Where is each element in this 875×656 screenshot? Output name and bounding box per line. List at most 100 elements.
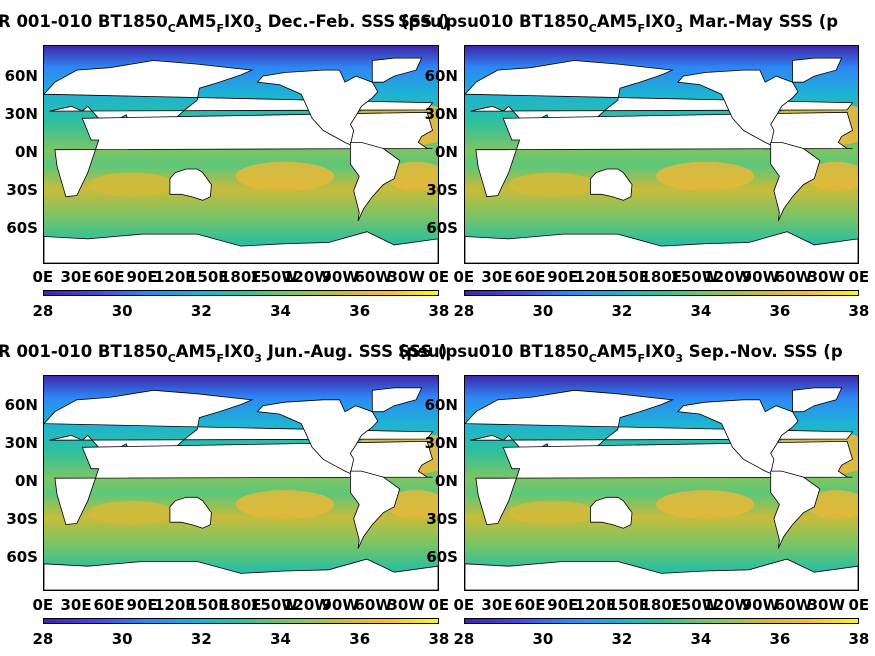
landmass bbox=[677, 69, 799, 146]
lon-label: 120W bbox=[703, 268, 752, 286]
colorbar-tick: 30 bbox=[111, 630, 133, 648]
landmass bbox=[677, 399, 799, 475]
lat-label: 60N bbox=[424, 396, 458, 414]
landmass bbox=[350, 470, 401, 549]
lat-label: 30N bbox=[424, 434, 458, 452]
lat-label: 0N bbox=[15, 472, 38, 490]
landmass bbox=[792, 57, 843, 83]
colorbar bbox=[43, 290, 439, 296]
lon-label: 30E bbox=[60, 596, 92, 614]
lon-label: 60E bbox=[514, 596, 546, 614]
lat-label: 60S bbox=[426, 548, 458, 566]
lat-label: 60S bbox=[426, 219, 458, 237]
lon-label: 180E bbox=[220, 596, 262, 614]
lon-label: 0E bbox=[32, 268, 54, 286]
colorbar-tick: 36 bbox=[349, 302, 371, 320]
lat-label: 30S bbox=[6, 181, 38, 199]
lon-label: 30E bbox=[481, 268, 513, 286]
lon-label: 60W bbox=[774, 268, 813, 286]
lon-label: 90W bbox=[321, 268, 359, 286]
salinity-map bbox=[465, 46, 858, 263]
salinity-map bbox=[44, 46, 438, 263]
lon-label: 30W bbox=[807, 596, 845, 614]
salinity-blob bbox=[508, 500, 596, 525]
lon-label: 150E bbox=[187, 596, 229, 614]
colorbar-tick: 36 bbox=[769, 302, 791, 320]
landmass bbox=[256, 69, 379, 146]
lon-label: 30W bbox=[387, 268, 425, 286]
landmass bbox=[169, 496, 212, 529]
lon-label: 120E bbox=[574, 596, 617, 614]
lat-label: 60N bbox=[4, 67, 38, 85]
lat-label: 0N bbox=[15, 143, 38, 161]
lon-label: 180E bbox=[220, 268, 262, 286]
lon-label: 120W bbox=[703, 596, 752, 614]
salinity-blob bbox=[235, 490, 335, 519]
map-frame bbox=[464, 375, 859, 591]
lon-label: 150W bbox=[250, 268, 298, 286]
lon-label: 120E bbox=[154, 268, 196, 286]
lat-label: 30N bbox=[4, 434, 38, 452]
colorbar-tick: 38 bbox=[428, 302, 450, 320]
landmass bbox=[371, 387, 423, 413]
lon-label: 150E bbox=[607, 596, 650, 614]
lon-label: 0E bbox=[428, 596, 450, 614]
lat-label: 0N bbox=[435, 143, 458, 161]
lon-label: 30E bbox=[60, 268, 92, 286]
salinity-blob bbox=[656, 490, 755, 519]
colorbar-tick: 34 bbox=[270, 302, 291, 320]
lon-label: 90E bbox=[547, 596, 579, 614]
map-frame bbox=[464, 45, 859, 264]
lon-label: 0E bbox=[848, 268, 870, 286]
colorbar-tick: 34 bbox=[270, 630, 291, 648]
colorbar bbox=[464, 290, 859, 296]
colorbar-tick: 38 bbox=[848, 302, 870, 320]
lon-label: 0E bbox=[32, 596, 54, 614]
salinity-blob bbox=[805, 161, 858, 191]
lon-label: 120W bbox=[283, 268, 331, 286]
salinity-blob bbox=[87, 172, 176, 197]
lon-label: 0E bbox=[453, 268, 475, 286]
lon-label: 150E bbox=[187, 268, 229, 286]
landmass bbox=[590, 496, 633, 529]
lon-label: 150W bbox=[670, 596, 719, 614]
lat-label: 60N bbox=[424, 67, 458, 85]
colorbar-tick: 32 bbox=[611, 630, 633, 648]
colorbar-tick: 32 bbox=[190, 630, 212, 648]
landmass bbox=[465, 231, 858, 263]
lat-label: 60N bbox=[4, 396, 38, 414]
salinity-blob bbox=[805, 490, 858, 519]
salinity-blob bbox=[235, 161, 335, 191]
lon-label: 90E bbox=[547, 268, 579, 286]
colorbar-tick: 30 bbox=[111, 302, 133, 320]
lon-label: 30E bbox=[481, 596, 513, 614]
lat-label: 30S bbox=[426, 181, 458, 199]
lon-label: 60W bbox=[354, 596, 392, 614]
map-frame bbox=[43, 45, 439, 264]
landmass bbox=[169, 168, 212, 201]
landmass bbox=[465, 558, 858, 590]
lon-label: 120E bbox=[574, 268, 617, 286]
salinity-map bbox=[465, 376, 858, 590]
lat-label: 30N bbox=[4, 105, 38, 123]
colorbar-tick: 28 bbox=[32, 630, 54, 648]
landmass bbox=[792, 387, 843, 413]
lon-label: 60E bbox=[514, 268, 546, 286]
lon-label: 30W bbox=[807, 268, 845, 286]
colorbar-tick: 34 bbox=[690, 630, 712, 648]
colorbar-tick: 28 bbox=[453, 630, 475, 648]
lon-label: 0E bbox=[453, 596, 475, 614]
panel-title: SSS (psu010 BT1850CAM5FIX03 Mar.-May SSS… bbox=[398, 12, 839, 35]
lon-label: 60E bbox=[93, 268, 125, 286]
lon-label: 0E bbox=[848, 596, 870, 614]
lon-label: 90W bbox=[741, 596, 780, 614]
salinity-blob bbox=[656, 161, 755, 191]
lon-label: 90E bbox=[126, 268, 158, 286]
colorbar-tick: 38 bbox=[428, 630, 450, 648]
landmass bbox=[256, 399, 379, 475]
lon-label: 0E bbox=[428, 268, 450, 286]
salinity-map bbox=[44, 376, 438, 590]
colorbar-tick: 28 bbox=[453, 302, 475, 320]
lon-label: 180E bbox=[640, 268, 683, 286]
salinity-blob bbox=[385, 490, 438, 519]
